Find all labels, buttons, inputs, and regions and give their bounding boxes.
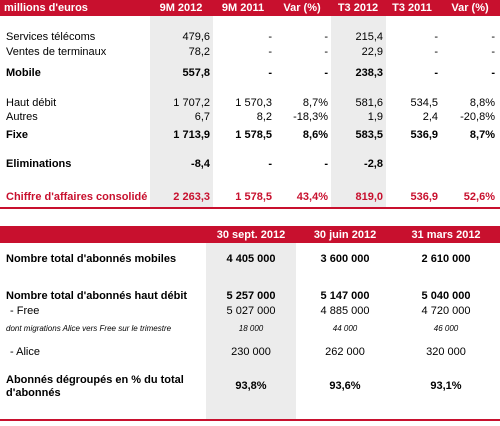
cell: 6,7 — [194, 111, 210, 123]
row-label: Mobile — [6, 67, 41, 79]
cell: - — [268, 46, 272, 58]
cell: 583,5 — [355, 129, 383, 141]
cell: 238,3 — [355, 67, 383, 79]
row-label: - Alice — [10, 346, 40, 358]
column-header: Var (%) — [451, 2, 489, 14]
cell: 2 263,3 — [173, 191, 210, 203]
cell: 262 000 — [325, 346, 365, 358]
cell: -8,4 — [191, 158, 210, 170]
cell: - — [434, 67, 438, 79]
cell: 1,9 — [367, 111, 383, 123]
row-label: - Free — [10, 305, 40, 317]
cell: 93,6% — [329, 380, 361, 392]
column-header: Var (%) — [283, 2, 321, 14]
cell: 44 000 — [332, 324, 358, 333]
cell: 78,2 — [188, 46, 210, 58]
cell: 1 707,2 — [173, 97, 210, 109]
cell: 5 147 000 — [320, 290, 370, 302]
cell: 2,4 — [422, 111, 438, 123]
row-label: Abonnés dégroupés en % du total d'abonné… — [6, 374, 184, 399]
column-header: 30 sept. 2012 — [216, 229, 286, 241]
cell: - — [491, 46, 495, 58]
cell: 5 257 000 — [226, 290, 276, 302]
cell: - — [324, 67, 328, 79]
shade-column — [331, 16, 386, 208]
cell: - — [324, 46, 328, 58]
cell: 5 027 000 — [226, 305, 276, 317]
cell: 8,7% — [469, 129, 495, 141]
row-label: Chiffre d'affaires consolidé — [6, 191, 148, 203]
column-header: 30 juin 2012 — [313, 229, 377, 241]
cell: - — [434, 31, 438, 43]
cell: 230 000 — [231, 346, 271, 358]
cell: 1 578,5 — [235, 191, 272, 203]
column-header: T3 2012 — [337, 2, 379, 14]
cell: 8,7% — [302, 97, 328, 109]
cell: 22,9 — [361, 46, 383, 58]
row-label: Autres — [6, 111, 38, 123]
rule — [0, 419, 500, 421]
cell: 581,6 — [355, 97, 383, 109]
cell: 536,9 — [410, 129, 438, 141]
row-label: Ventes de terminaux — [6, 46, 107, 58]
cell: 93,8% — [235, 380, 267, 392]
cell: 5 040 000 — [421, 290, 471, 302]
shade-column — [150, 16, 213, 208]
cell: 52,6% — [463, 191, 495, 203]
cell: - — [324, 31, 328, 43]
cell: 320 000 — [426, 346, 466, 358]
cell: 2 610 000 — [421, 253, 471, 265]
cell: 43,4% — [296, 191, 328, 203]
row-label: Nombre total d'abonnés mobiles — [6, 253, 177, 265]
cell: 8,2 — [256, 111, 272, 123]
cell: 3 600 000 — [320, 253, 370, 265]
cell: 1 578,5 — [235, 129, 272, 141]
cell: -18,3% — [293, 111, 328, 123]
column-header: 9M 2012 — [159, 2, 203, 14]
cell: 93,1% — [430, 380, 462, 392]
column-header: 9M 2011 — [221, 2, 265, 14]
row-label: dont migrations Alice vers Free sur le t… — [6, 324, 172, 333]
cell: 215,4 — [355, 31, 383, 43]
cell: - — [491, 67, 495, 79]
row-label: Nombre total d'abonnés haut débit — [6, 290, 188, 302]
cell: 536,9 — [410, 191, 438, 203]
cell: 1 713,9 — [173, 129, 210, 141]
cell: - — [434, 46, 438, 58]
cell: 46 000 — [433, 324, 459, 333]
row-label: Haut débit — [6, 97, 57, 109]
cell: 4 885 000 — [320, 305, 370, 317]
cell: 1 570,3 — [235, 97, 272, 109]
header-bar — [0, 226, 500, 243]
cell: 8,8% — [469, 97, 495, 109]
cell: 479,6 — [182, 31, 210, 43]
shade-column — [206, 243, 296, 419]
cell: 819,0 — [355, 191, 383, 203]
cell: - — [324, 158, 328, 170]
cell: - — [491, 31, 495, 43]
row-label: Eliminations — [6, 158, 72, 170]
row-label: Services télécoms — [6, 31, 96, 43]
cell: 4 720 000 — [421, 305, 471, 317]
cell: 8,6% — [302, 129, 328, 141]
cell: 18 000 — [238, 324, 264, 333]
cell: - — [268, 31, 272, 43]
cell: - — [268, 67, 272, 79]
column-header: millions d'euros — [4, 2, 88, 14]
rule — [0, 207, 500, 209]
cell: -20,8% — [460, 111, 495, 123]
cell: 557,8 — [182, 67, 210, 79]
cell: 534,5 — [410, 97, 438, 109]
cell: 4 405 000 — [226, 253, 276, 265]
column-header: T3 2011 — [392, 2, 432, 14]
cell: -2,8 — [364, 158, 383, 170]
cell: - — [268, 158, 272, 170]
header-bar — [0, 0, 500, 16]
column-header: 31 mars 2012 — [411, 229, 481, 241]
row-label: Fixe — [6, 129, 29, 141]
